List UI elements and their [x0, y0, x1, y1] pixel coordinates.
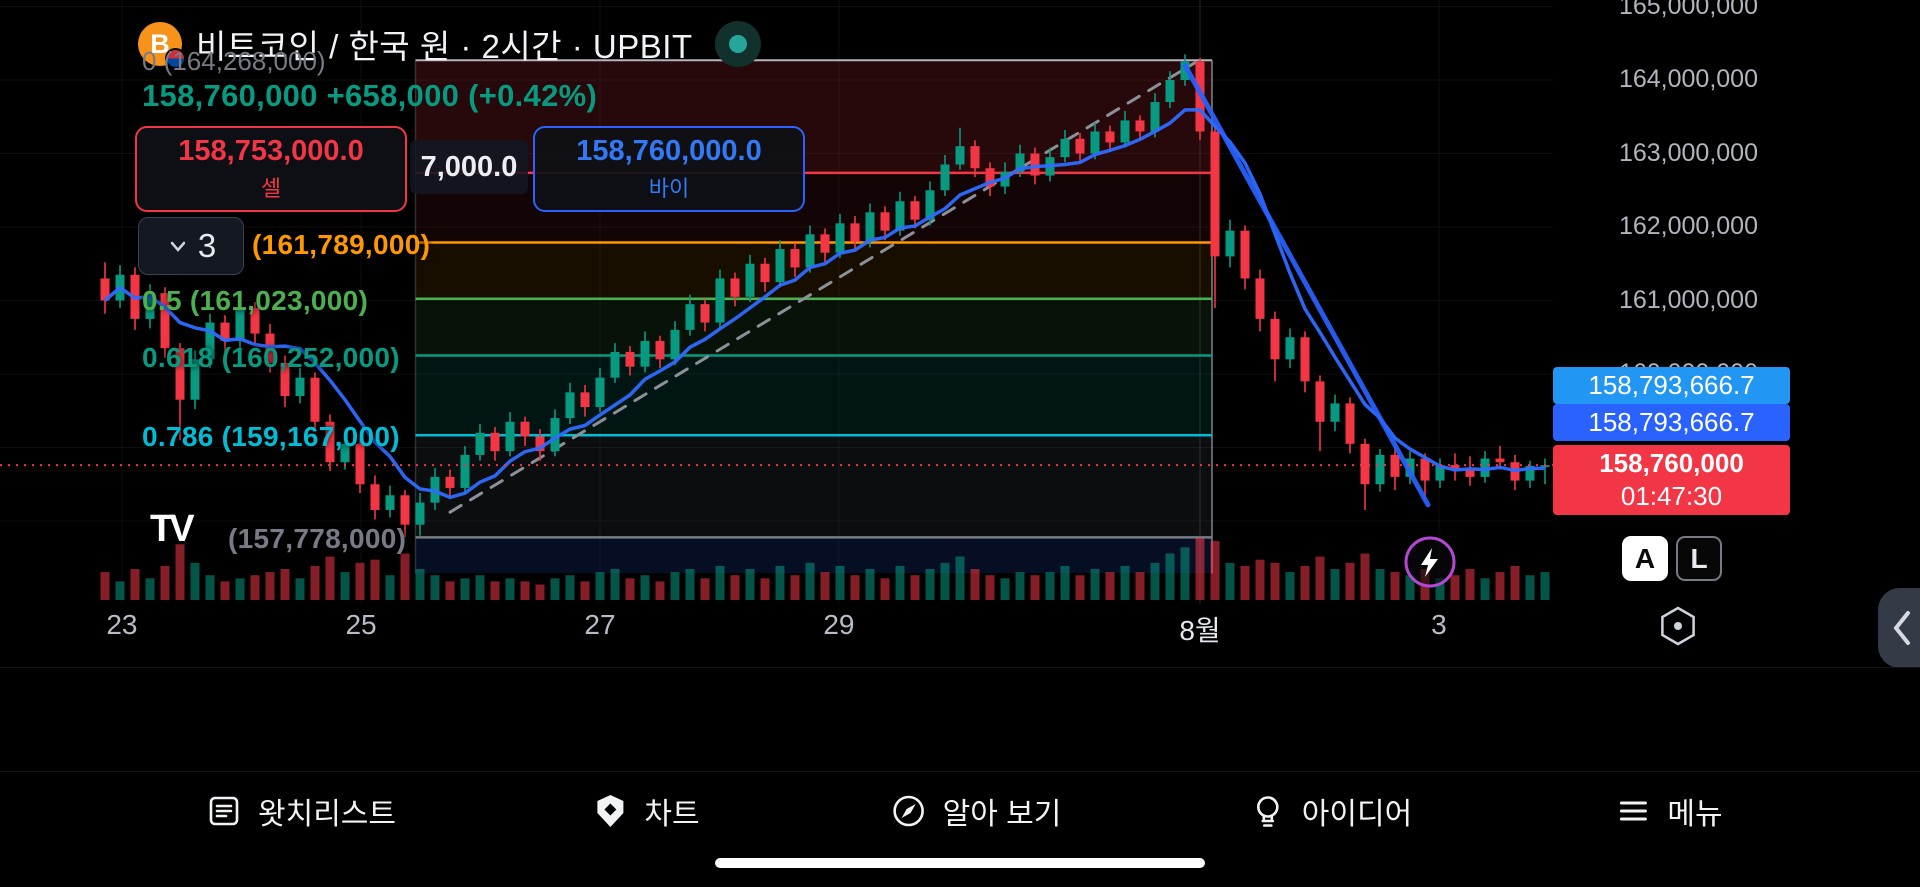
fib-dropdown-value: 3: [197, 227, 217, 264]
nav-ideas-label: 아이디어: [1301, 798, 1413, 831]
time-axis-label: 3: [1431, 609, 1447, 640]
nav-discover-label: 알아 보기: [942, 798, 1062, 831]
last-price-value: 158,760,000: [1599, 448, 1744, 478]
time-axis-label: 25: [345, 609, 377, 640]
fib-level-50-label: 0.5 (161,023,000): [142, 285, 369, 316]
chevron-down-icon: [170, 241, 186, 252]
nav-watchlist[interactable]: 왓치리스트: [204, 786, 396, 836]
menu-hamburger-icon: [1619, 801, 1647, 821]
nav-menu[interactable]: 메뉴: [1613, 786, 1723, 836]
buy-label: 바이: [648, 176, 690, 201]
price-change-line: 158,760,000 +658,000 (+0.42%): [142, 78, 598, 113]
pair-title: 비트코인 / 한국 원 · 2시간 · UPBIT: [196, 28, 693, 65]
quick-trade-lightning-button[interactable]: [1403, 535, 1457, 589]
auto-scale-button[interactable]: A: [1622, 536, 1668, 581]
fib-candle-count-dropdown[interactable]: 3: [138, 217, 244, 275]
fib-level-0-label: 0 (164,268,000): [142, 46, 326, 76]
last-price-badge: 158,760,000 01:47:30: [1553, 445, 1790, 515]
lightning-icon: [1421, 548, 1438, 577]
object-tree-hexagon-button[interactable]: [1656, 604, 1700, 648]
symbol-header[interactable]: B 비트코인 / 한국 원 · 2시간 · UPBIT: [138, 20, 761, 69]
chevron-left-icon: [1893, 611, 1910, 645]
side-drawer-handle[interactable]: [1878, 588, 1920, 668]
chart-shield-icon: [597, 795, 624, 827]
log-scale-button[interactable]: L: [1676, 536, 1722, 581]
nav-chart[interactable]: 차트: [590, 786, 700, 836]
time-axis-label: 29: [823, 609, 855, 640]
chart-toolbar: B BTCKRW 2시: [0, 667, 1920, 772]
time-axis[interactable]: 23 25 27 29 8월 3: [0, 609, 1553, 653]
compass-icon: [893, 795, 924, 827]
krw-flag-icon: [165, 48, 186, 69]
nav-chart-label: 차트: [644, 798, 700, 831]
spread-value: 7,000.0: [410, 140, 528, 194]
fib-level-618-label: 0.618 (160,252,000): [142, 342, 400, 373]
bar-countdown: 01:47:30: [1620, 481, 1723, 511]
nav-menu-label: 메뉴: [1667, 798, 1723, 831]
fib-level-382-label: (161,789,000): [252, 229, 431, 260]
bitcoin-logo-icon: B: [138, 22, 186, 69]
watchlist-icon: [209, 796, 239, 826]
market-open-dot: [728, 35, 747, 53]
tradingview-logo[interactable]: TV: [150, 508, 195, 550]
time-axis-label: 23: [106, 609, 138, 640]
fib-level-786-label: 0.786 (159,167,000): [142, 421, 400, 452]
buy-price: 158,760,000.0: [576, 135, 762, 167]
bottom-navigation: 왓치리스트 차트 알아 보기 아이디어 메뉴: [0, 771, 1920, 887]
time-axis-label: 27: [584, 609, 616, 640]
buy-button[interactable]: 158,760,000.0 바이: [533, 126, 805, 212]
alert-price-badge-upper[interactable]: 158,793,666.7: [1553, 367, 1790, 404]
nav-ideas[interactable]: 아이디어: [1248, 786, 1412, 836]
sell-price: 158,753,000.0: [178, 135, 364, 167]
alert-price-badge-lower[interactable]: 158,793,666.7: [1553, 404, 1790, 441]
fib-level-100-label: (157,778,000): [228, 523, 407, 554]
sell-label: 셀: [260, 176, 282, 201]
market-status-indicator: [714, 21, 761, 67]
time-axis-label: 8월: [1179, 615, 1221, 646]
nav-watchlist-label: 왓치리스트: [258, 798, 396, 831]
home-indicator: [715, 858, 1205, 868]
ideas-icon: [1256, 796, 1279, 827]
ma-line: [103, 108, 1545, 500]
nav-discover[interactable]: 알아 보기: [889, 786, 1062, 836]
sell-button[interactable]: 158,753,000.0 셀: [135, 126, 407, 212]
